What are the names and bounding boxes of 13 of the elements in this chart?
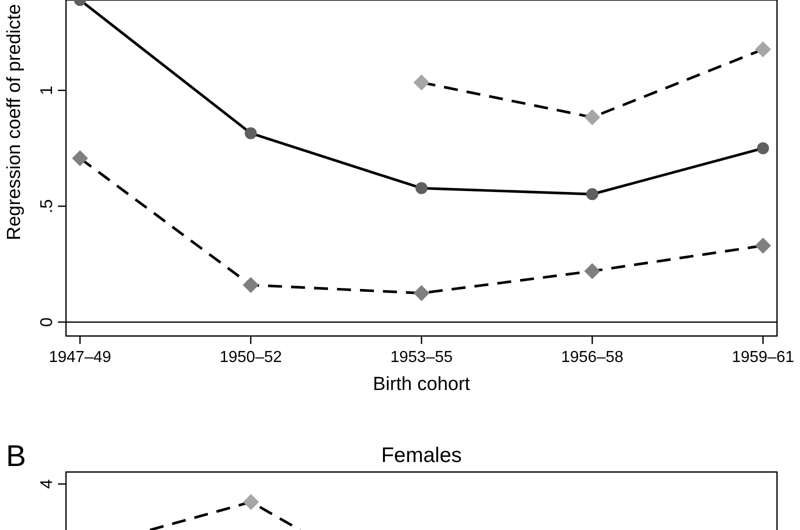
x-tick-label: 1953–55: [390, 349, 453, 366]
x-tick-label: 1956–58: [561, 349, 624, 366]
text: 4: [37, 479, 56, 489]
y-tick-label: 0: [37, 317, 56, 327]
text: Females: [381, 444, 462, 467]
y-axis-title: Regression coeff of predicte: [4, 4, 25, 240]
x-tick-label: 1947–49: [48, 349, 112, 366]
x-tick-label: 1959–61: [732, 349, 794, 366]
y-tick-label: 1: [37, 86, 56, 96]
y-tick-label: .5: [37, 199, 56, 214]
text: B: [6, 440, 26, 473]
x-tick-label: 1950–52: [220, 349, 282, 366]
x-axis-title: Birth cohort: [372, 374, 471, 395]
